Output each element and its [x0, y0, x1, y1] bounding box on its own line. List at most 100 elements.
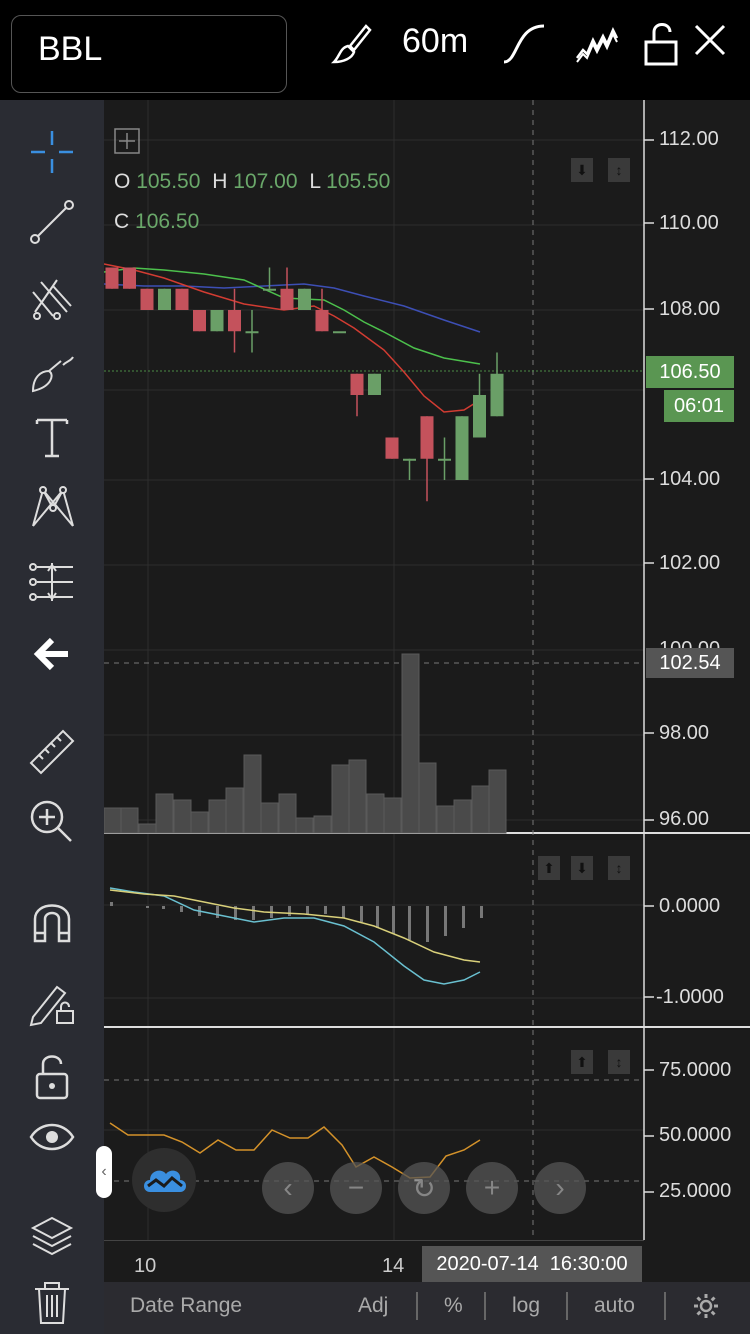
candle-body — [420, 416, 434, 459]
text-icon[interactable] — [20, 405, 84, 469]
rsi-up-button[interactable]: ⬆ — [571, 1050, 593, 1074]
drawing-toolbar — [0, 100, 104, 1334]
curve-icon[interactable] — [500, 22, 548, 66]
date-range-button[interactable]: Date Range — [130, 1294, 243, 1317]
close-icon[interactable] — [692, 22, 728, 58]
candle-body — [228, 310, 241, 332]
macd-histogram — [110, 902, 483, 942]
candle-body — [385, 437, 399, 459]
candles — [105, 267, 504, 502]
zoom-in-button[interactable]: + — [466, 1162, 518, 1214]
price-tick: 110.00 — [659, 212, 719, 234]
pattern-icon[interactable] — [20, 475, 84, 539]
macd-resize-button[interactable]: ↕ — [608, 856, 630, 880]
expand-icon[interactable] — [114, 128, 140, 154]
rsi-tick: 25.0000 — [659, 1180, 732, 1202]
macd-up-button[interactable]: ⬆ — [538, 856, 560, 880]
low-value: 105.50 — [326, 170, 391, 193]
price-tick: 108.00 — [659, 298, 721, 320]
brush-draw-icon[interactable] — [20, 340, 84, 404]
percent-button[interactable]: % — [444, 1294, 463, 1317]
candle-body — [210, 310, 224, 332]
eye-icon[interactable] — [20, 1105, 84, 1169]
candle-body — [175, 288, 189, 310]
time-tick: 14 — [382, 1255, 405, 1277]
scroll-left-button[interactable]: ‹ — [262, 1162, 314, 1214]
magnet-icon[interactable] — [20, 890, 84, 954]
candle-body — [333, 331, 346, 334]
toolbar-collapse-toggle[interactable]: ‹ — [96, 1146, 112, 1198]
rsi-tick: 75.0000 — [659, 1059, 732, 1081]
chart-canvas[interactable] — [104, 100, 750, 1282]
candle-body — [315, 310, 329, 332]
layers-icon[interactable] — [20, 1205, 84, 1269]
open-value: 105.50 — [136, 170, 201, 193]
divider — [566, 1292, 568, 1320]
symbol-text: BBL — [38, 30, 103, 68]
candle-body — [473, 395, 486, 438]
trendline-icon[interactable] — [20, 190, 84, 254]
candle-body — [438, 458, 451, 461]
signal-line — [109, 889, 481, 963]
auto-button[interactable]: auto — [594, 1294, 635, 1317]
pane-down-button[interactable]: ⬇ — [571, 158, 593, 182]
back-arrow-icon[interactable] — [20, 622, 84, 686]
adj-button[interactable]: Adj — [358, 1294, 389, 1317]
volume-bars — [104, 653, 507, 834]
interval-button[interactable]: 60m — [402, 22, 469, 60]
bottom-bar: Date Range Adj % log auto — [104, 1282, 750, 1334]
candle-body — [298, 288, 311, 310]
lock-icon[interactable] — [20, 1045, 84, 1109]
crosshair-time-tag: 2020-07-14 16:30:00 — [422, 1246, 642, 1282]
lock-pencil-icon[interactable] — [20, 970, 84, 1034]
close-value: 106.50 — [135, 210, 200, 233]
log-button[interactable]: log — [512, 1294, 541, 1317]
cloud-button[interactable] — [132, 1148, 196, 1212]
multi-line-icon[interactable] — [575, 22, 619, 66]
candle-body — [368, 373, 381, 395]
ma-mid-line — [104, 267, 481, 365]
time-tick: 10 — [134, 1255, 157, 1277]
chart-area[interactable]: O 105.50 H 107.00 L 105.50 C 106.50 ⬇ ↕ … — [96, 100, 750, 1282]
candle-body — [140, 288, 154, 310]
crosshair-icon[interactable] — [20, 120, 84, 184]
macd-tick: 0.0000 — [659, 895, 721, 917]
candle-body — [245, 331, 259, 334]
unlock-icon[interactable] — [640, 18, 684, 68]
high-label: H — [212, 170, 228, 193]
cloud-icon — [144, 1170, 186, 1192]
macd-tick: -1.0000 — [656, 986, 724, 1008]
open-label: O — [114, 170, 131, 193]
reset-button[interactable]: ↻ — [398, 1162, 450, 1214]
fork-icon[interactable] — [20, 265, 84, 329]
time-axis-line — [104, 1240, 644, 1241]
fib-icon[interactable] — [20, 550, 84, 614]
candle-body — [455, 416, 469, 480]
zoom-out-button[interactable]: − — [330, 1162, 382, 1214]
trash-icon[interactable] — [20, 1270, 84, 1334]
pane-resize-button[interactable]: ↕ — [608, 158, 630, 182]
low-label: L — [309, 170, 321, 193]
candle-body — [263, 288, 276, 291]
price-tick: 112.00 — [659, 128, 719, 150]
crosshair-price-tag: 102.54 — [646, 648, 734, 678]
macd-down-button[interactable]: ⬇ — [571, 856, 593, 880]
ruler-icon[interactable] — [20, 720, 84, 784]
settings-gear-icon[interactable] — [692, 1292, 720, 1320]
high-value: 107.00 — [233, 170, 298, 193]
symbol-input[interactable] — [11, 15, 287, 93]
price-tick: 100.00 — [659, 638, 720, 648]
divider — [416, 1292, 418, 1320]
price-tick: 98.00 — [659, 722, 710, 744]
divider — [484, 1292, 486, 1320]
price-tick: 96.00 — [659, 808, 710, 830]
candle-body — [158, 288, 171, 310]
zoom-in-icon[interactable] — [20, 790, 84, 854]
candle-body — [193, 310, 206, 332]
candle-body — [123, 267, 136, 289]
rsi-resize-button[interactable]: ↕ — [608, 1050, 630, 1074]
scroll-right-button[interactable]: › — [534, 1162, 586, 1214]
brush-icon[interactable] — [330, 22, 374, 66]
candle-body — [350, 373, 364, 395]
ma-slow-line — [104, 283, 481, 333]
